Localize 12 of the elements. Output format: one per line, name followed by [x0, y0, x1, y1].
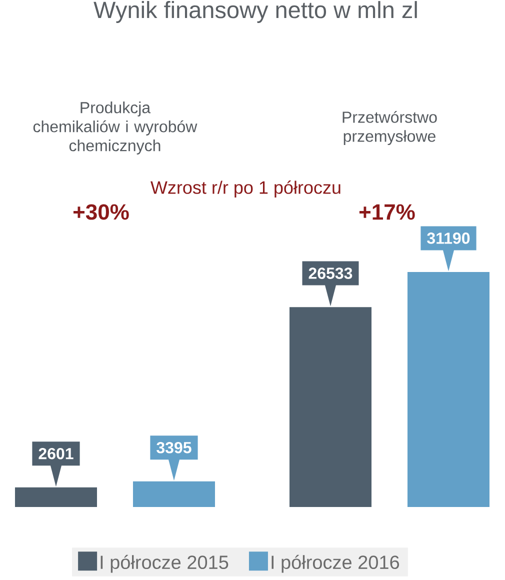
legend-label: I półrocze 2016	[272, 554, 400, 573]
data-label: 3395	[156, 442, 192, 454]
data-label: 31190	[427, 232, 470, 244]
text: +30%	[73, 204, 129, 220]
legend-label: I półrocze 2015	[100, 554, 228, 573]
data-label: 2601	[38, 448, 74, 460]
chart-title: Wynik finansowy netto w mln zl	[94, 1, 417, 23]
x-tick-label: Produkcja chemikaliów i wyrobów chemicznych	[33, 102, 198, 154]
text: +17%	[359, 204, 415, 220]
text: Wzrost r/r po 1 półroczu	[150, 180, 340, 198]
x-tick-label: Przetwórstwo przemysłowe	[342, 110, 437, 146]
data-label: 26533	[308, 268, 352, 279]
